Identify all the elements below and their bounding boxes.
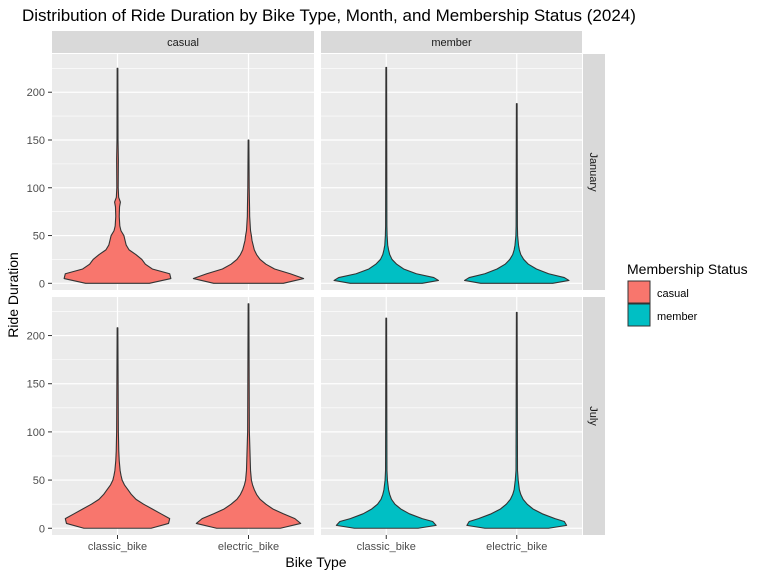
y-tick-label: 100 (27, 427, 45, 439)
x-tick-label: classic_bike (357, 541, 416, 553)
violin-casual-july-electric_bike (195, 303, 302, 529)
violin-member-january-classic_bike (333, 66, 439, 284)
row-strip-label: July (587, 406, 599, 426)
y-axis-title: Ride Duration (5, 252, 21, 338)
legend-label-casual: casual (657, 288, 689, 300)
y-tick-label: 200 (27, 87, 45, 99)
panel-casual-july: 0 50 100 150 200 classic_bike electric_bike (27, 297, 314, 553)
column-strip-label: member (431, 37, 472, 49)
y-tick-label: 100 (27, 183, 45, 195)
violin-member-july-classic_bike (335, 317, 437, 529)
panel-background (321, 54, 582, 290)
legend-title: Membership Status (627, 261, 748, 277)
y-tick-label: 0 (39, 523, 45, 535)
y-tick-label: 50 (33, 475, 45, 487)
column-strip-casual (52, 31, 314, 53)
facet-panels: casual member January July 0 50 100 150 200 0 50 10… (27, 31, 605, 553)
row-strip-january (583, 54, 605, 290)
y-tick-label: 150 (27, 135, 45, 147)
violin-member-january-electric_bike (464, 103, 570, 284)
violin-casual-july-classic_bike (64, 327, 171, 529)
x-axis-title: Bike Type (285, 554, 346, 570)
panel-member-july: classic_bike electric_bike (321, 297, 582, 553)
y-tick-label: 0 (39, 278, 45, 290)
panel-casual-january: 0 50 100 150 200 (27, 54, 314, 290)
violin-member-july-electric_bike (466, 311, 568, 529)
legend-key-casual (627, 280, 651, 304)
panel-member-january (321, 54, 582, 290)
y-tick-label: 150 (27, 379, 45, 391)
legend: Membership Status casual member (627, 261, 748, 327)
panel-background (52, 297, 314, 535)
chart-title: Distribution of Ride Duration by Bike Ty… (22, 6, 636, 25)
column-strip-member (321, 31, 582, 53)
y-tick-label: 50 (33, 231, 45, 243)
panel-background (52, 54, 314, 290)
x-tick-label: classic_bike (88, 541, 147, 553)
x-tick-label: electric_bike (486, 541, 547, 553)
legend-label-member: member (657, 311, 698, 323)
violin-casual-january-electric_bike (192, 139, 305, 284)
column-strip-label: casual (167, 37, 199, 49)
y-tick-label: 200 (27, 331, 45, 343)
legend-key-member (627, 303, 651, 327)
row-strip-july (583, 297, 605, 535)
panel-background (321, 297, 582, 535)
row-strip-label: January (587, 152, 599, 192)
x-tick-label: electric_bike (218, 541, 279, 553)
violin-casual-january-classic_bike (63, 67, 172, 284)
